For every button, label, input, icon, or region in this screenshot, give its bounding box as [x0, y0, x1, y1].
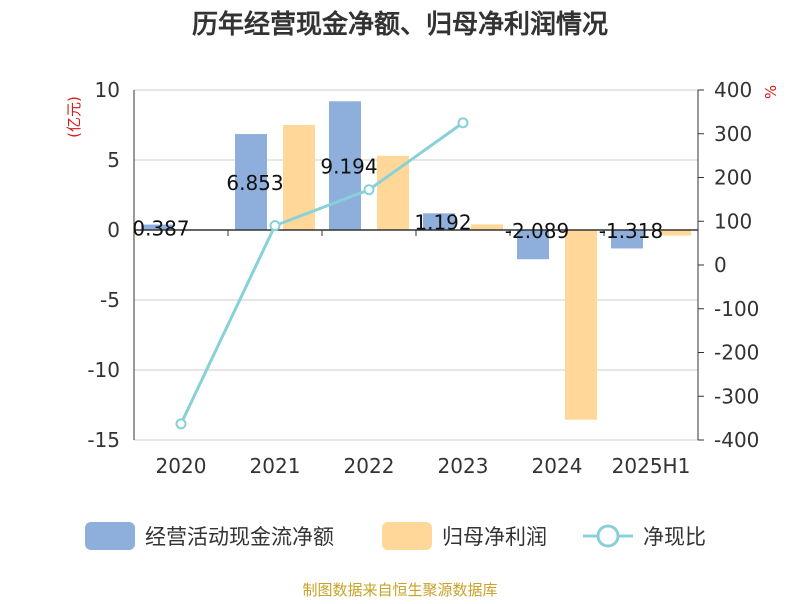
data-label-cashflow: 1.192	[414, 211, 471, 235]
x-tick-label: 2024	[532, 454, 583, 478]
ratio-point[interactable]	[269, 220, 281, 232]
y-right-tick-label: 0	[714, 253, 727, 277]
ratio-line	[175, 117, 469, 430]
y-right-tick-label: 100	[714, 209, 752, 233]
legend-swatch-netprofit[interactable]	[382, 522, 432, 550]
bar-cashflow[interactable]	[423, 213, 455, 230]
data-label-cashflow: 9.194	[320, 155, 377, 179]
chart-title: 历年经营现金净额、归母净利润情况	[192, 9, 608, 40]
y-left-tick-label: 10	[95, 78, 120, 102]
legend-swatch-cashflow[interactable]	[85, 522, 135, 550]
y-left-tick-label: 5	[107, 148, 120, 172]
bar-netprofit[interactable]	[565, 230, 597, 420]
x-tick-label: 2020	[156, 454, 207, 478]
data-label-cashflow: -1.318	[599, 219, 663, 243]
ratio-point[interactable]	[363, 184, 375, 196]
bar-netprofit[interactable]	[471, 224, 503, 230]
left-axis-unit: (亿元)	[65, 96, 83, 138]
x-tick-label: 2025H1	[612, 454, 691, 478]
y-right-tick-label: -400	[714, 428, 759, 452]
data-label-cashflow: -2.089	[505, 219, 569, 243]
legend-label-netprofit: 归母净利润	[442, 525, 547, 549]
data-label-cashflow: 0.387	[132, 216, 189, 240]
legend-label-cashflow: 经营活动现金流净额	[145, 525, 334, 549]
y-left-tick-label: 0	[107, 218, 120, 242]
y-right-tick-label: -300	[714, 384, 759, 408]
gridlines	[134, 89, 698, 441]
y-right-tick-label: -200	[714, 341, 759, 365]
data-labels: 0.387 6.853 9.194 1.192 -2.089 -1.318	[132, 155, 663, 243]
bar-cashflow[interactable]	[235, 134, 267, 230]
y-left-tick-label: -10	[87, 358, 120, 382]
ratio-polyline	[179, 121, 464, 425]
bar-cashflow[interactable]	[611, 230, 643, 249]
x-tick-label: 2023	[438, 454, 489, 478]
y-left-tick-label: -5	[100, 288, 120, 312]
y-right-tick-label: -100	[714, 297, 759, 321]
bar-netprofit[interactable]	[377, 155, 409, 230]
bar-cashflow[interactable]	[517, 230, 549, 260]
legend-label-ratio: 净现比	[643, 525, 706, 549]
y-right-tick-label: 200	[714, 166, 752, 190]
bar-cashflow[interactable]	[141, 224, 173, 230]
x-tick-label: 2021	[250, 454, 301, 478]
x-tick-label: 2022	[344, 454, 395, 478]
ratio-point[interactable]	[175, 418, 187, 430]
data-label-cashflow: 6.853	[226, 171, 283, 195]
bars	[141, 101, 691, 420]
legend-marker-ratio	[596, 524, 620, 548]
y-right-tick-label: 300	[714, 122, 752, 146]
bar-cashflow[interactable]	[329, 101, 361, 230]
source-note: 制图数据来自恒生聚源数据库	[302, 581, 497, 599]
ratio-point[interactable]	[457, 117, 469, 129]
y-left-tick-label: -15	[87, 428, 120, 452]
y-right-tick-label: 400	[714, 78, 752, 102]
bar-netprofit[interactable]	[659, 230, 691, 236]
axes: 10 5 0 -5 -10 -15 400 300 200 100 0 -100 -200 -300 -40…	[87, 78, 759, 478]
bar-netprofit[interactable]	[283, 125, 315, 230]
legend: 经营活动现金流净额 归母净利润 净现比	[85, 522, 706, 550]
right-axis-unit: %	[762, 85, 780, 99]
